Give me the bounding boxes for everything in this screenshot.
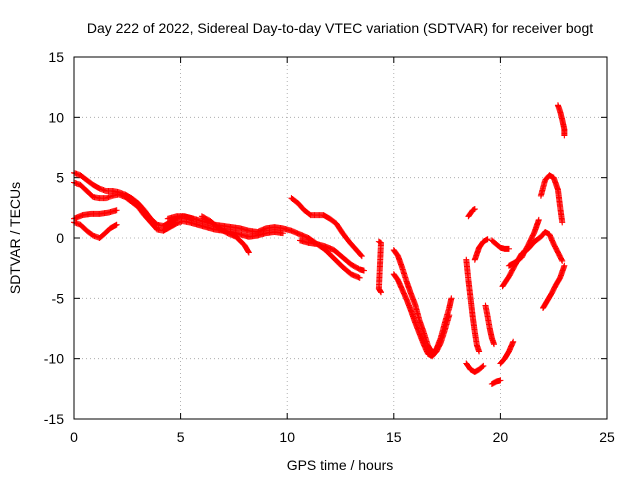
- y-tick-label: -5: [52, 290, 65, 306]
- series-track-l: [463, 256, 483, 355]
- x-axis-label: GPS time / hours: [287, 457, 394, 473]
- y-tick-label: 0: [56, 230, 64, 246]
- series-track-n: [463, 360, 487, 375]
- y-tick-label: -15: [44, 411, 64, 427]
- series-track-u: [499, 228, 566, 290]
- x-tick-label: 10: [279, 429, 295, 445]
- series-track-i: [375, 238, 385, 296]
- plot-frame: [73, 56, 608, 420]
- series-track-d: [71, 207, 120, 222]
- series-track-k: [390, 271, 453, 360]
- y-tick-label: 5: [56, 170, 64, 186]
- y-tick-label: 15: [48, 49, 64, 65]
- y-tick-label: -10: [44, 351, 64, 367]
- series-track-m: [465, 206, 478, 220]
- y-tick-label: 10: [48, 109, 64, 125]
- data-marks: [71, 102, 568, 388]
- series-track-s: [497, 338, 517, 367]
- series-track-q: [488, 377, 504, 388]
- series-track-h: [296, 237, 367, 274]
- x-tick-label: 20: [493, 429, 509, 445]
- series-track-p: [482, 302, 498, 348]
- series-track-o: [471, 236, 491, 263]
- series-track-v: [537, 172, 566, 226]
- grid: [74, 57, 607, 419]
- chart-title: Day 222 of 2022, Sidereal Day-to-day VTE…: [87, 20, 593, 36]
- series-track-x: [554, 102, 568, 139]
- series-track-e: [164, 213, 197, 222]
- y-axis-label: SDTVAR / TECUs: [7, 182, 23, 294]
- x-tick-label: 5: [177, 429, 185, 445]
- series-track-r: [488, 237, 512, 252]
- x-tick-label: 15: [386, 429, 402, 445]
- series-track-g: [288, 195, 365, 260]
- series-track-f: [198, 213, 252, 256]
- x-tick-label: 25: [599, 429, 615, 445]
- x-tick-label: 0: [70, 429, 78, 445]
- series-track-w: [540, 262, 568, 311]
